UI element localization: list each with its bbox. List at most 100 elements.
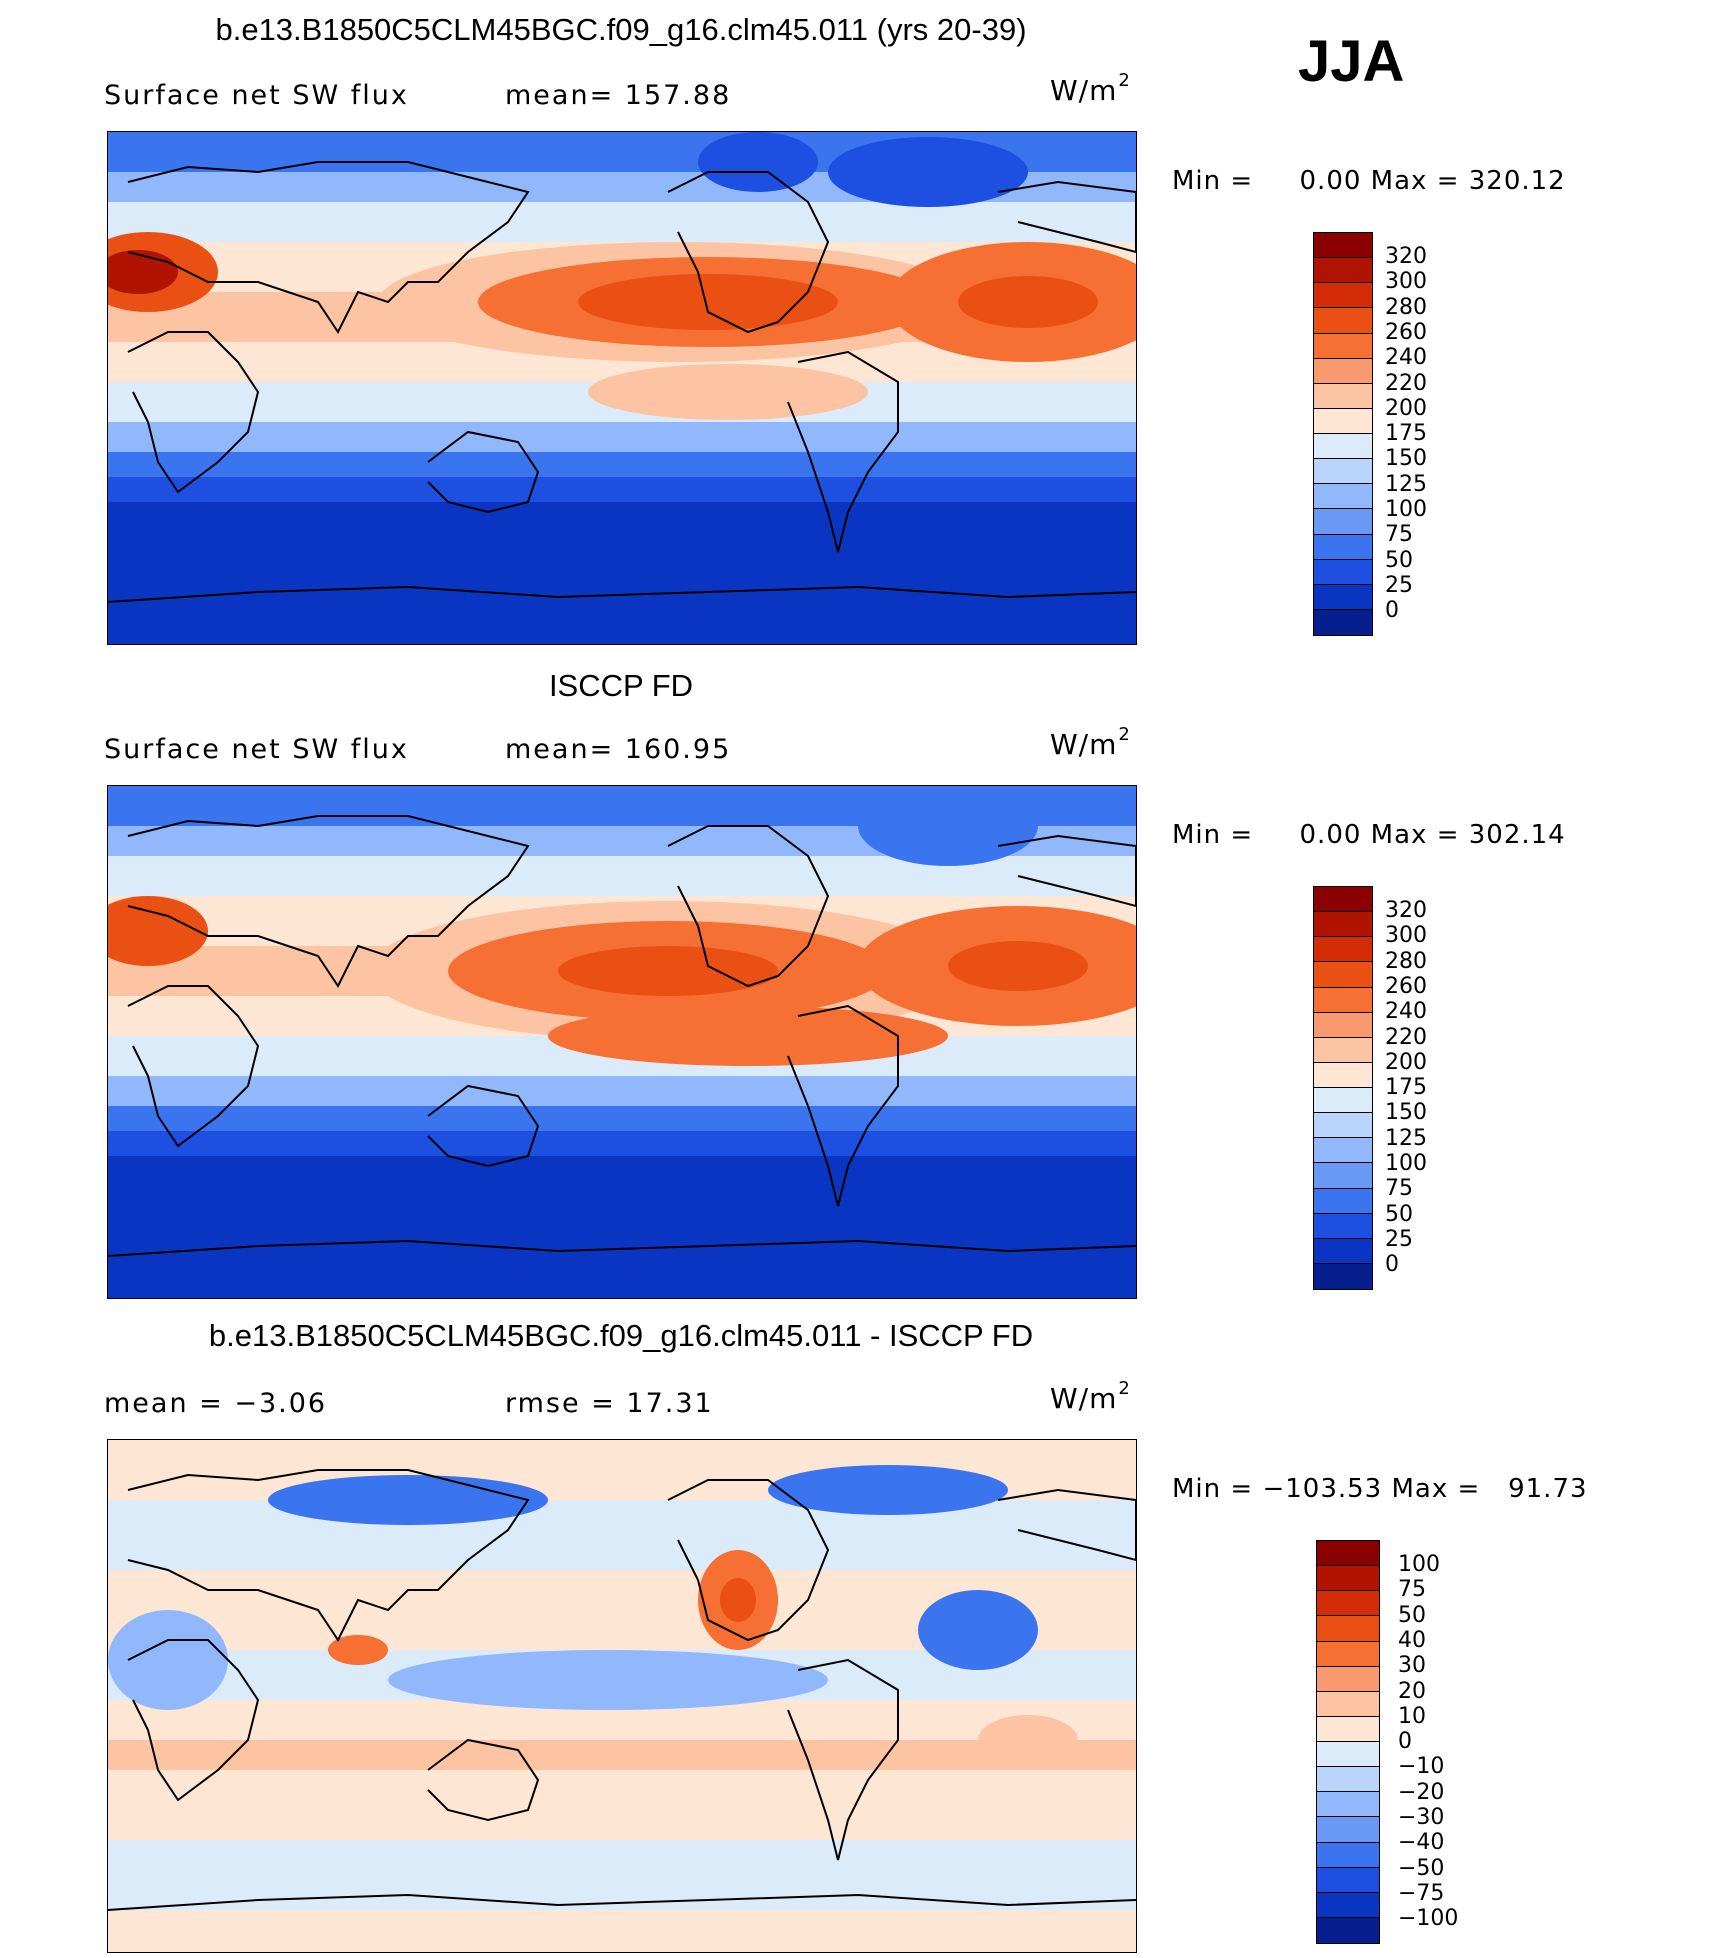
colorbar-label: 0: [1385, 1252, 1399, 1278]
colorbar-label: −40: [1398, 1830, 1445, 1856]
colorbar-segment: [1314, 559, 1372, 585]
contour-region: [978, 1715, 1078, 1765]
colorbar-segment: [1314, 333, 1372, 359]
coastline: [787, 1658, 899, 1861]
contour-region: [828, 137, 1028, 207]
coastline: [127, 1469, 530, 1642]
coastline: [108, 1893, 1136, 1911]
colorbar-segment: [1314, 609, 1372, 635]
panel-3-colorbar-labels: 100 75 50 40 30 20 10 0 −10 −20 −30 −40 −50 −75 −100: [1398, 1552, 1488, 1932]
colorbar-segment: [1314, 509, 1372, 535]
colorbar-label: 320: [1385, 898, 1427, 923]
panel-1-variable: Surface net SW flux: [104, 80, 409, 111]
contour-band: [108, 1131, 1136, 1156]
colorbar-label: 280: [1385, 948, 1427, 974]
contour-region: [948, 941, 1088, 991]
colorbar-label: 175: [1385, 421, 1427, 447]
colorbar-label: 200: [1385, 395, 1427, 421]
contour-band: [108, 1740, 1136, 1770]
coastline: [997, 1488, 1136, 1562]
colorbar-segment: [1314, 1088, 1372, 1114]
colorbar-segment: [1314, 887, 1372, 913]
colorbar-segment: [1317, 1566, 1379, 1592]
colorbar-label: 100: [1398, 1552, 1440, 1577]
colorbar-label: 10: [1398, 1703, 1426, 1729]
colorbar-segment: [1314, 283, 1372, 309]
contour-region: [578, 274, 838, 330]
coastline: [127, 331, 260, 494]
contour-band: [108, 1156, 1136, 1298]
colorbar-label: 50: [1385, 1201, 1413, 1227]
panel-3-colorbar: [1316, 1540, 1380, 1944]
panel-2-units: W/m2: [1050, 724, 1131, 761]
coastline: [787, 350, 899, 553]
colorbar-label: 260: [1385, 319, 1427, 345]
contour-region: [918, 1590, 1038, 1670]
colorbar-label: 50: [1398, 1602, 1426, 1628]
panel-2-mean: mean= 160.95: [505, 734, 732, 765]
colorbar-segment: [1314, 258, 1372, 284]
colorbar-segment: [1317, 1892, 1379, 1918]
colorbar-label: 300: [1385, 923, 1427, 949]
colorbar-label: 260: [1385, 973, 1427, 999]
colorbar-segment: [1317, 1541, 1379, 1567]
contour-band: [108, 1076, 1136, 1106]
colorbar-label: 280: [1385, 294, 1427, 320]
panel-1-title: b.e13.B1850C5CLM45BGC.f09_g16.clm45.011 …: [215, 12, 1027, 47]
colorbar-label: 50: [1385, 547, 1413, 573]
panel-3-rmse: rmse = 17.31: [505, 1388, 714, 1419]
contour-region: [720, 1578, 756, 1622]
coastline: [127, 1639, 260, 1802]
contour-region: [108, 896, 208, 966]
colorbar-segment: [1317, 1641, 1379, 1667]
contour-region: [768, 1465, 1008, 1515]
coastline: [997, 180, 1136, 254]
coastline: [667, 1479, 830, 1642]
panel-1-units: W/m2: [1050, 70, 1131, 107]
contour-band: [108, 502, 1136, 644]
colorbar-label: 75: [1385, 1176, 1413, 1202]
colorbar-segment: [1314, 962, 1372, 988]
colorbar-label: 175: [1385, 1075, 1427, 1101]
coastline: [427, 430, 540, 514]
panel-2-colorbar: [1313, 886, 1373, 1290]
colorbar-segment: [1314, 383, 1372, 409]
coastline: [108, 1239, 1136, 1257]
colorbar-label: 125: [1385, 1125, 1427, 1151]
contour-band: [108, 422, 1136, 452]
colorbar-segment: [1317, 1742, 1379, 1768]
colorbar-label: 125: [1385, 471, 1427, 497]
colorbar-segment: [1314, 358, 1372, 384]
colorbar-segment: [1314, 912, 1372, 938]
contour-region: [548, 1006, 948, 1066]
colorbar-segment: [1314, 408, 1372, 434]
colorbar-segment: [1314, 484, 1372, 510]
colorbar-segment: [1317, 1792, 1379, 1818]
panel-1-minmax: Min = 0.00 Max = 320.12: [1172, 166, 1566, 196]
colorbar-segment: [1317, 1616, 1379, 1642]
colorbar-label: 320: [1385, 244, 1427, 269]
contour-band: [108, 452, 1136, 477]
colorbar-label: −10: [1398, 1754, 1445, 1780]
colorbar-segment: [1314, 1188, 1372, 1214]
colorbar-label: 220: [1385, 1024, 1427, 1050]
contour-band: [108, 1770, 1136, 1840]
colorbar-segment: [1314, 308, 1372, 334]
contour-region: [388, 1650, 828, 1710]
colorbar-label: 75: [1385, 522, 1413, 548]
colorbar-label: 150: [1385, 446, 1427, 472]
panel-2-variable: Surface net SW flux: [104, 734, 409, 765]
panel-3-map: [107, 1439, 1137, 1953]
coastline: [127, 985, 260, 1148]
colorbar-segment: [1317, 1842, 1379, 1868]
colorbar-label: 25: [1385, 572, 1413, 598]
colorbar-segment: [1317, 1591, 1379, 1617]
contour-region: [858, 786, 1038, 866]
contour-region: [588, 364, 868, 420]
colorbar-label: 300: [1385, 269, 1427, 295]
coastline: [427, 1738, 540, 1822]
colorbar-label: −75: [1398, 1880, 1445, 1906]
colorbar-label: 240: [1385, 999, 1427, 1025]
colorbar-segment: [1317, 1767, 1379, 1793]
colorbar-segment: [1314, 1012, 1372, 1038]
